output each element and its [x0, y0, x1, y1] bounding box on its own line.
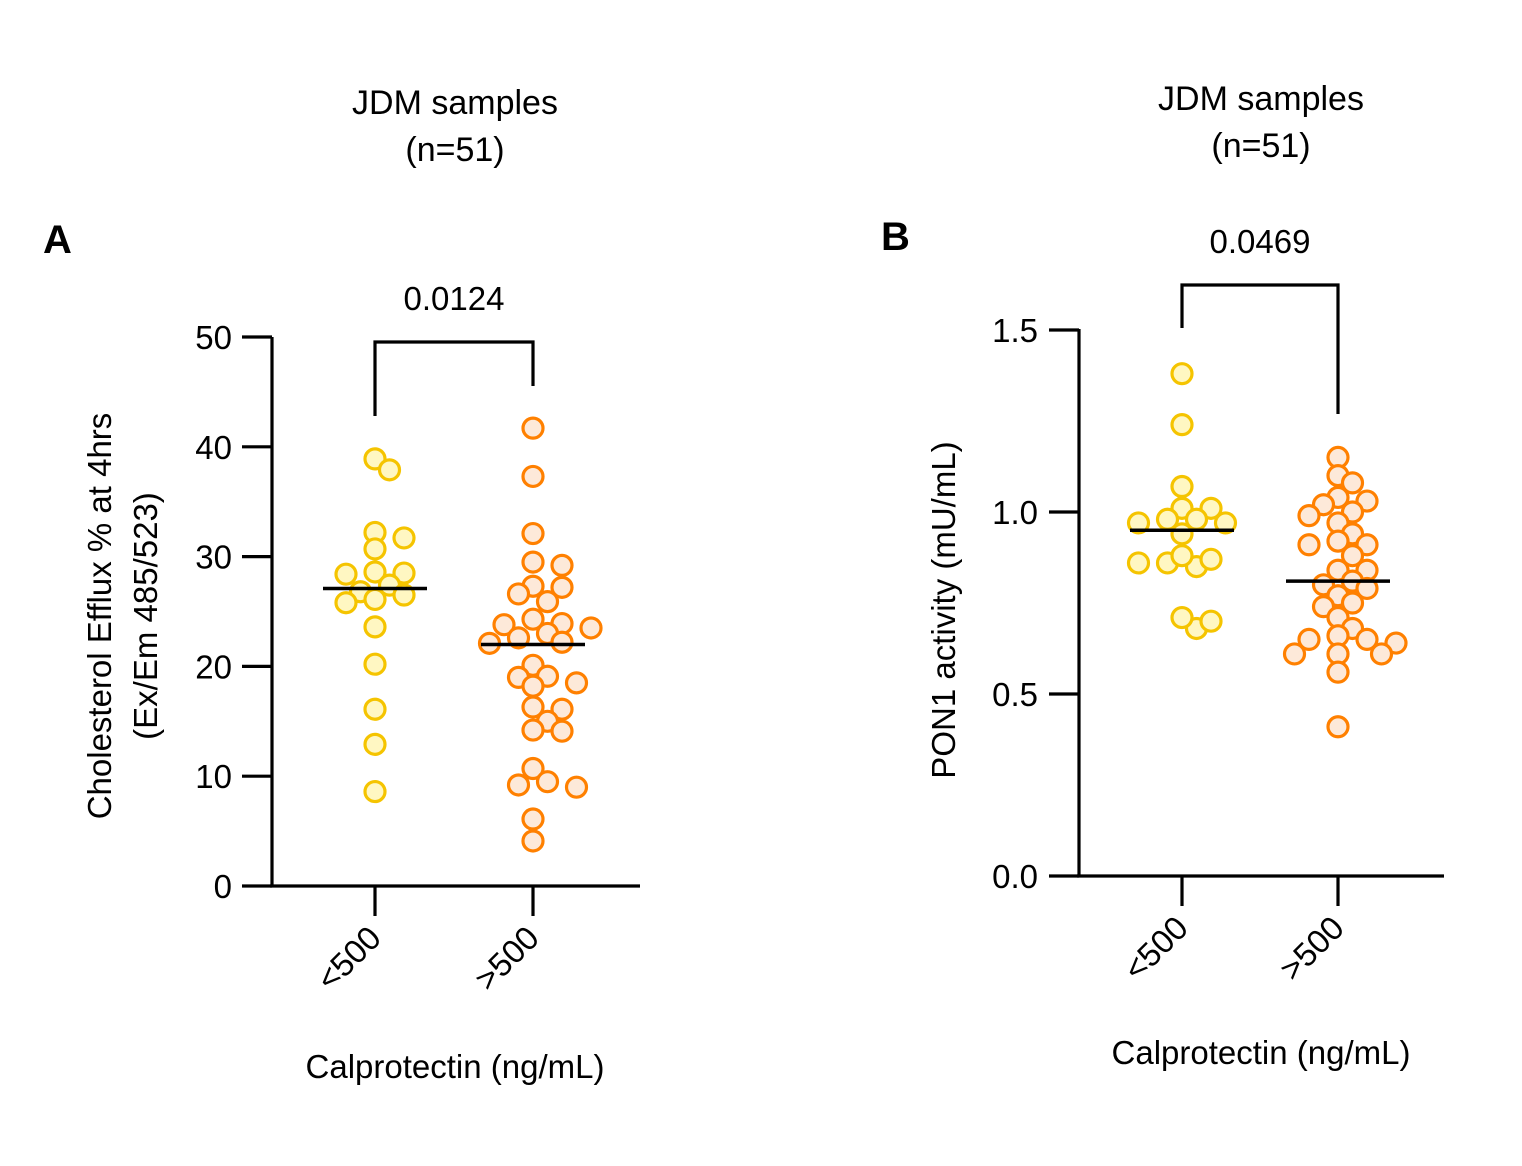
panel-a: JDM samples (n=51) A 0.0124 Cholesterol … — [43, 84, 640, 1085]
data-point — [334, 591, 358, 615]
data-point — [1340, 471, 1365, 495]
data-point — [550, 630, 574, 654]
panel-b-x-tick-label: <500 — [1116, 909, 1195, 988]
data-point — [550, 575, 574, 599]
data-point — [550, 553, 574, 577]
data-point — [1340, 591, 1365, 615]
data-point — [506, 773, 531, 797]
panel-a-x-axis-title: Calprotectin (ng/mL) — [306, 1048, 605, 1085]
data-point — [363, 652, 387, 676]
data-point — [521, 718, 545, 742]
panel-b-title-line-1: JDM samples — [1158, 80, 1364, 118]
panel-b-y-tick-label: 0.0 — [992, 858, 1038, 895]
data-point — [1213, 511, 1238, 535]
data-point — [392, 561, 416, 585]
data-point — [521, 464, 545, 489]
panel-a-y-tick-label: 20 — [195, 648, 232, 685]
data-point — [1297, 627, 1321, 652]
data-point — [1170, 522, 1194, 546]
data-point — [1297, 504, 1321, 528]
data-point — [1170, 413, 1194, 437]
panel-a-x-tick-label: >500 — [467, 919, 546, 998]
data-point — [1326, 715, 1350, 739]
data-point — [1199, 547, 1223, 571]
data-point — [550, 719, 574, 743]
data-point — [535, 770, 560, 794]
data-point — [377, 458, 402, 482]
panel-a-y-tick-label: 0 — [214, 868, 232, 905]
panel-a-label: A — [43, 218, 72, 262]
data-point — [1369, 642, 1394, 666]
data-point — [1282, 642, 1307, 666]
data-point — [392, 526, 416, 550]
data-point — [1170, 362, 1194, 386]
panel-a-y-tick-label: 30 — [195, 539, 232, 576]
panel-a-title-line-2: (n=51) — [405, 131, 504, 169]
data-point — [1297, 533, 1321, 557]
data-point — [521, 807, 545, 831]
data-point — [1170, 544, 1194, 568]
data-point — [521, 695, 545, 719]
data-point — [579, 616, 603, 640]
panel-b-x-tick-label: >500 — [1272, 909, 1351, 988]
data-point — [1126, 551, 1151, 575]
data-point — [492, 613, 516, 637]
data-point — [363, 587, 387, 612]
panel-b-x-axis-title: Calprotectin (ng/mL) — [1112, 1034, 1411, 1071]
data-point — [521, 416, 545, 440]
data-point — [1126, 511, 1151, 535]
data-point — [1340, 544, 1365, 568]
data-point — [1170, 605, 1194, 630]
data-point — [550, 697, 574, 721]
data-point — [521, 756, 545, 781]
data-point — [1170, 474, 1194, 499]
data-point — [363, 537, 387, 561]
data-point — [564, 671, 589, 695]
panel-b-significance-bracket — [1180, 283, 1340, 414]
data-point — [521, 550, 545, 574]
data-point — [1355, 576, 1379, 601]
panel-b-y-axis-title: PON1 activity (mU/mL) — [925, 441, 962, 778]
data-point — [363, 697, 387, 721]
data-point — [521, 521, 545, 546]
data-point — [363, 615, 387, 639]
data-point — [1355, 627, 1379, 652]
data-point — [1326, 529, 1350, 553]
panel-b: JDM samples (n=51) B 0.0469 PON1 activit… — [881, 80, 1444, 1071]
panel-a-y-tick-label: 10 — [195, 758, 232, 795]
data-point — [521, 674, 545, 698]
panel-a-title-line-1: JDM samples — [352, 84, 558, 122]
panel-a-x-tick-label: <500 — [309, 919, 388, 998]
panel-a-y-tick-label: 50 — [195, 319, 232, 356]
panel-a-significance-bracket — [373, 340, 535, 416]
panel-a-y-axis-title-line-1: Cholesterol Efflux % at 4hrs — [81, 413, 118, 820]
panel-b-y-tick-label: 0.5 — [992, 676, 1038, 713]
panel-a-y-axis-title-line-2: (Ex/Em 485/523) — [127, 492, 164, 740]
panel-a-p-value: 0.0124 — [404, 280, 505, 317]
data-point — [363, 779, 387, 804]
data-point — [363, 560, 387, 584]
panel-b-y-tick-label: 1.5 — [992, 312, 1038, 349]
panel-b-title-line-2: (n=51) — [1211, 127, 1310, 165]
data-point — [521, 829, 545, 853]
data-point — [334, 562, 358, 586]
data-point — [1199, 609, 1223, 633]
data-point — [564, 775, 589, 799]
panel-a-y-tick-label: 40 — [195, 429, 232, 466]
data-point — [506, 582, 531, 606]
panel-b-p-value: 0.0469 — [1210, 223, 1311, 260]
panel-b-label: B — [881, 215, 910, 259]
data-point — [363, 732, 387, 756]
data-point — [535, 590, 560, 614]
data-point — [521, 607, 545, 631]
data-point — [1326, 660, 1350, 684]
panel-b-y-tick-label: 1.0 — [992, 494, 1038, 531]
